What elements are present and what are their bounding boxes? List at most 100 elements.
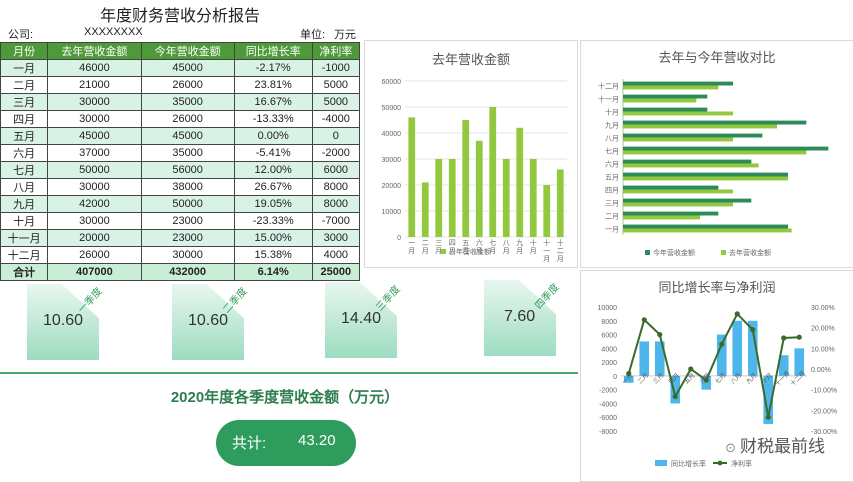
table-cell: 16.67%	[233, 93, 313, 111]
bar	[763, 375, 774, 425]
table-header-cell: 今年营收金额	[140, 42, 235, 60]
table-cell: 26.67%	[233, 178, 313, 196]
y-tick-label: 2000	[601, 360, 617, 367]
table-row: 七月 50000 56000 12.00% 6000	[0, 161, 361, 179]
line-point	[750, 327, 756, 333]
table-cell: 30000	[47, 110, 142, 128]
bar	[623, 176, 788, 181]
total-pill: 共计: 43.20	[216, 420, 356, 466]
y-tick-label: 8000	[601, 319, 617, 326]
table-cell: 46000	[47, 59, 142, 77]
table-cell: 50000	[140, 195, 235, 213]
bar	[670, 375, 681, 404]
table-cell: 30000	[47, 212, 142, 230]
table-row: 四月 30000 26000 -13.33% -4000	[0, 110, 361, 128]
bar	[623, 81, 733, 86]
table-cell: 15.00%	[233, 229, 313, 247]
bar	[747, 320, 758, 376]
unit-label: 单位:	[300, 29, 326, 41]
bar	[623, 211, 719, 216]
table-cell: 4000	[311, 246, 361, 264]
revenue-table: 月份 去年营收金额 今年营收金额 同比增长率 净利率 一月 46000 45000 -2.17…	[0, 42, 361, 281]
table-cell: 九月	[0, 195, 49, 213]
table-total-cell: 25000	[311, 263, 361, 281]
table-cell: 二月	[0, 76, 49, 94]
table-total-cell: 432000	[140, 263, 235, 281]
y2-tick-label: -20.00%	[811, 408, 837, 415]
table-cell: 19.05%	[233, 195, 313, 213]
y-tick-label: -2000	[599, 388, 617, 395]
bar	[685, 375, 696, 377]
bar	[623, 146, 829, 151]
table-cell: 37000	[47, 144, 142, 162]
table-cell: 26000	[47, 246, 142, 264]
line-point	[734, 311, 740, 317]
table-row: 一月 46000 45000 -2.17% -1000	[0, 59, 361, 77]
section-divider	[0, 372, 578, 374]
bar	[623, 137, 733, 142]
y2-tick-label: 10.00%	[811, 346, 835, 353]
bar	[435, 159, 443, 237]
line-point	[657, 331, 663, 338]
x-tick-label: 一月	[621, 372, 634, 385]
y-tick-label: 五月	[605, 174, 619, 182]
y-tick-label: -8000	[599, 429, 617, 436]
line-point	[672, 393, 678, 400]
table-cell: 15.38%	[233, 246, 313, 264]
bar	[421, 182, 429, 237]
y2-tick-label: 0.00%	[811, 367, 831, 374]
table-cell: 8000	[311, 195, 361, 213]
bar	[623, 185, 719, 190]
table-header-row: 月份 去年营收金额 今年营收金额 同比增长率 净利率	[0, 42, 361, 60]
table-cell: -5.41%	[233, 144, 313, 162]
table-cell: 21000	[47, 76, 142, 94]
table-total-cell: 6.14%	[233, 263, 313, 281]
line-point	[765, 414, 771, 420]
table-cell: 23000	[140, 212, 235, 230]
bar	[716, 334, 727, 376]
legend-label: 去年营收金额	[449, 247, 491, 256]
table-row: 二月 21000 26000 23.81% 5000	[0, 76, 361, 94]
bar	[408, 117, 416, 237]
x-tick-label: 九月	[516, 238, 523, 255]
table-cell: 六月	[0, 144, 49, 162]
legend-label: 去年营收金额	[729, 248, 771, 257]
quarter-value-4: 7.60	[504, 308, 536, 325]
bar	[623, 85, 719, 90]
table-cell: 十二月	[0, 246, 49, 264]
line-point	[688, 366, 694, 372]
y-tick-label: 4000	[601, 346, 617, 353]
y-tick-label: 六月	[605, 160, 619, 169]
table-row: 六月 37000 35000 -5.41% -2000	[0, 144, 361, 162]
chart-last-year: 0 10000 20000 30000 40000 50000 60000 一月二月三月四月五…	[382, 79, 567, 263]
x-tick-label: 四月	[449, 239, 456, 255]
bar	[623, 189, 733, 194]
x-tick-label: 三月	[435, 239, 442, 255]
y-tick-label: 50000	[382, 105, 402, 112]
table-cell: 3000	[311, 229, 361, 247]
bar	[623, 224, 788, 229]
x-tick-label: 六月	[476, 238, 483, 255]
x-tick-label: 十一月	[543, 238, 550, 263]
y-tick-label: 八月	[605, 135, 619, 143]
x-tick-label: 五月	[462, 239, 469, 255]
bar	[654, 341, 665, 376]
table-header-cell: 同比增长率	[233, 42, 313, 60]
bar	[623, 172, 788, 177]
chart-growth-panel: 同比增长率与净利润 -8000 -6000 -4000 -2000 0 2000 4000 6…	[580, 270, 853, 482]
y2-tick-label: 20.00%	[811, 326, 835, 333]
bar	[623, 159, 752, 164]
line-point	[796, 334, 802, 340]
y-tick-label: 30000	[382, 157, 402, 164]
table-total-cell: 合计	[0, 263, 49, 281]
table-cell: 一月	[0, 59, 49, 77]
x-tick-label: 十二月	[557, 238, 564, 263]
bar	[639, 341, 650, 376]
legend-label: 净利率	[731, 459, 752, 468]
bar	[623, 215, 700, 220]
chart-compare-panel: 去年与今年营收对比 一月 二月 三月 四月 五月 六月 七月 八月 九月 十月 十一月 十二月 今年营收…	[580, 40, 853, 268]
bar	[623, 133, 763, 138]
bar	[623, 111, 733, 116]
chart-compare-title: 去年与今年营收对比	[658, 50, 776, 65]
table-cell: -1000	[311, 59, 361, 77]
